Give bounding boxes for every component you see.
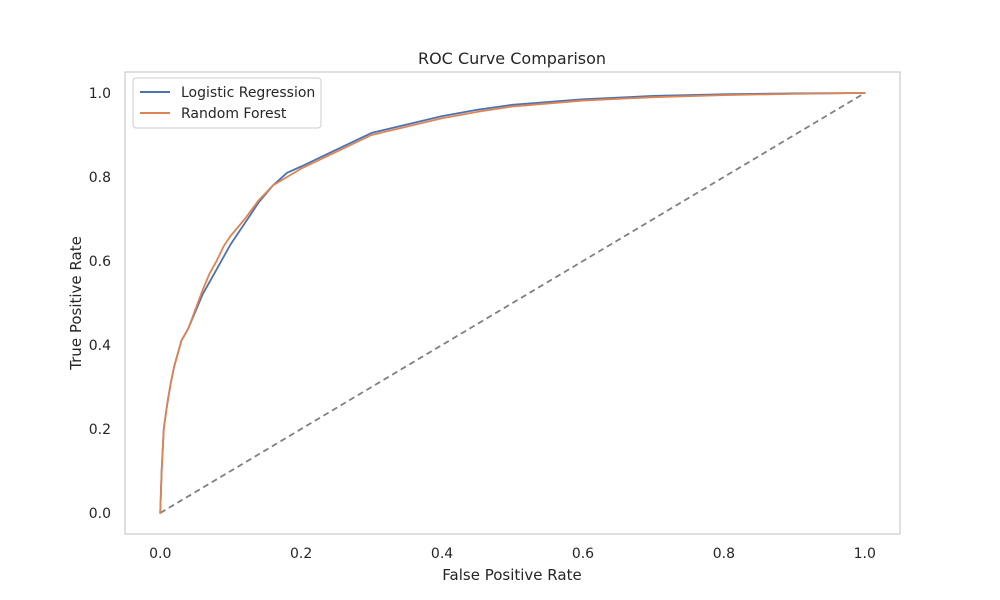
plot-frame [124,71,901,535]
y-tick-labels: 0.0 0.2 0.4 0.6 0.8 1.0 [89,86,111,522]
legend: Logistic Regression Random Forest [132,77,322,129]
y-axis-label: True Positive Rate [67,236,85,371]
series-layer [159,92,866,514]
y-tick-label: 0.8 [89,170,111,186]
x-tick-label: 0.8 [713,546,735,562]
x-tick-label: 1.0 [854,546,876,562]
x-tick-labels: 0.0 0.2 0.4 0.6 0.8 1.0 [149,546,876,562]
x-tick-label: 0.4 [431,546,453,562]
series-line-random-forest [159,92,866,514]
y-tick-label: 0.2 [89,422,111,438]
y-tick-label: 0.4 [89,338,111,354]
legend-label-logistic-regression: Logistic Regression [181,85,315,101]
reference-line-layer [159,92,866,514]
chance-diagonal-line [159,92,866,514]
y-tick-label: 1.0 [89,86,111,102]
x-tick-label: 0.6 [572,546,594,562]
y-tick-label: 0.0 [89,506,111,522]
chart-title: ROC Curve Comparison [418,49,606,68]
y-tick-label: 0.6 [89,254,111,270]
x-tick-label: 0.2 [290,546,312,562]
x-axis-label: False Positive Rate [442,566,581,584]
x-tick-label: 0.0 [149,546,171,562]
legend-box [132,77,322,129]
legend-label-random-forest: Random Forest [181,106,287,122]
